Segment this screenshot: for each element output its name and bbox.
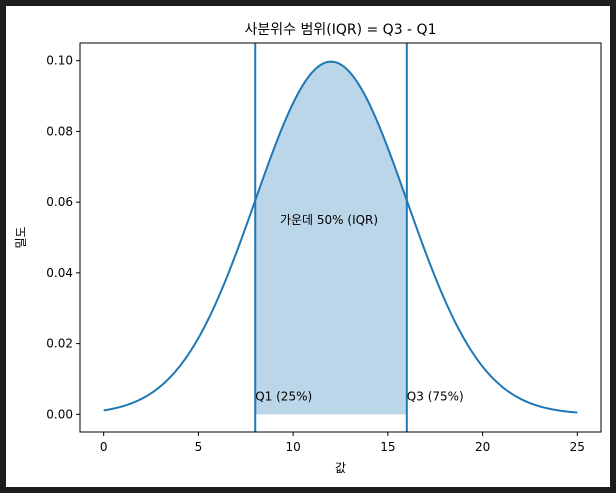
density-curve	[103, 60, 578, 414]
q1-annotation: Q1 (25%)	[255, 390, 312, 404]
y-tick-label: 0.10	[46, 54, 73, 68]
plot-frame	[79, 42, 602, 433]
y-tick-label: 0.02	[46, 337, 73, 351]
density-chart: 0 5 10 15 20 25 0.00 0.02 0.04 0.06 0.08 0.10 Q1 (2…	[14, 22, 602, 475]
x-tick-label: 25	[570, 440, 585, 454]
iqr-shaded-area	[255, 61, 407, 415]
y-tick-label: 0.08	[46, 124, 73, 138]
x-tick-label: 0	[100, 440, 108, 454]
y-tick-label: 0.06	[46, 195, 73, 209]
chart-title: 사분위수 범위(IQR) = Q3 - Q1	[245, 22, 437, 38]
figure: 0 5 10 15 20 25 0.00 0.02 0.04 0.06 0.08 0.10 Q1 (2…	[6, 6, 610, 487]
x-tick-label: 5	[195, 440, 203, 454]
y-axis-label: 밀도	[14, 226, 28, 248]
x-tick-label: 15	[380, 440, 395, 454]
x-tick-label: 20	[475, 440, 490, 454]
iqr-annotation: 가운데 50% (IQR)	[280, 213, 378, 227]
q3-annotation: Q3 (75%)	[407, 390, 464, 404]
x-tick-label: 10	[285, 440, 300, 454]
x-axis-label: 값	[335, 461, 346, 475]
y-tick-label: 0.00	[46, 407, 73, 421]
y-tick-label: 0.04	[46, 266, 73, 280]
